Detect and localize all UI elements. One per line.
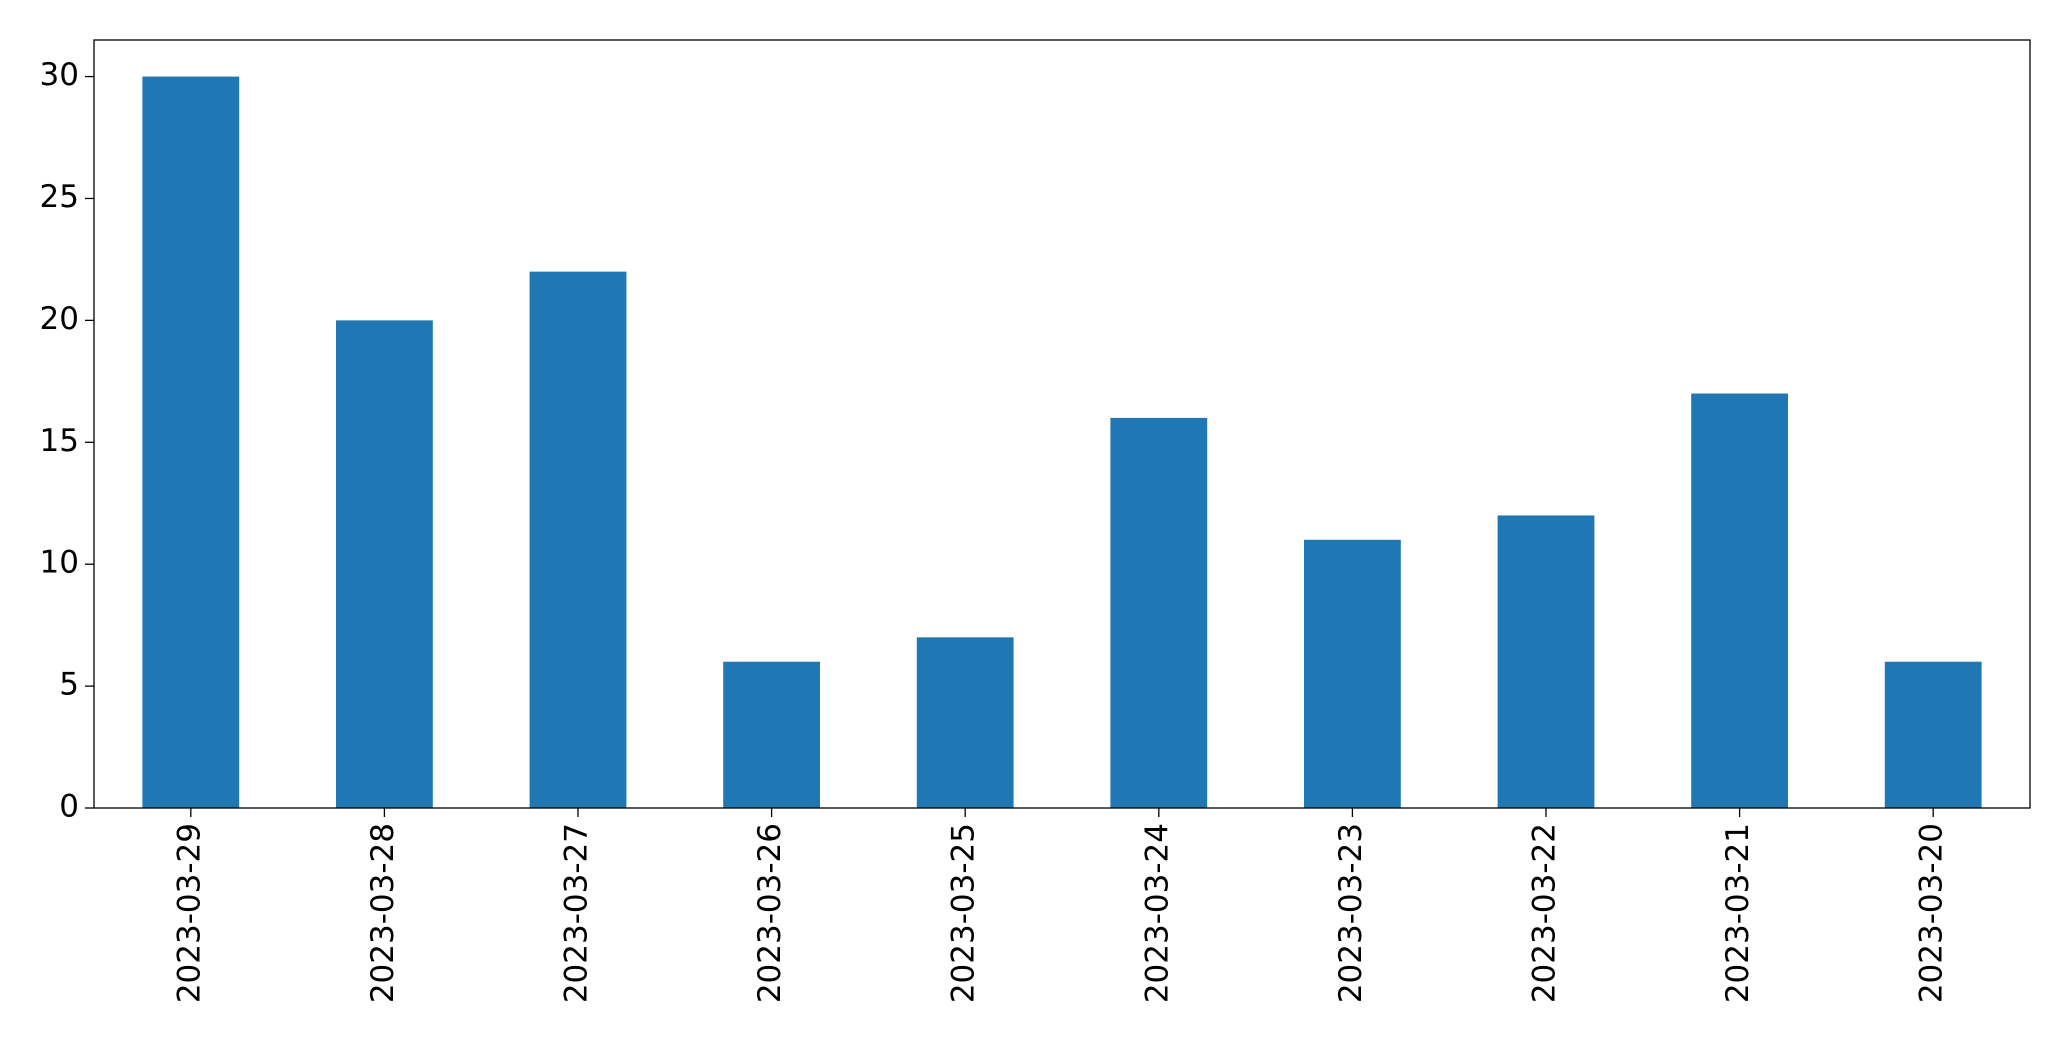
y-tick-label: 20 bbox=[40, 301, 79, 337]
x-tick-label: 2023-03-25 bbox=[946, 823, 982, 1003]
x-tick-label: 2023-03-28 bbox=[365, 823, 401, 1003]
plot-frame bbox=[93, 39, 2031, 809]
bar bbox=[1691, 393, 1788, 808]
bar bbox=[723, 661, 820, 808]
bar bbox=[1497, 515, 1595, 808]
x-tick-label: 2023-03-20 bbox=[1914, 823, 1950, 1003]
x-tick-label: 2023-03-29 bbox=[171, 823, 207, 1003]
x-tick-label: 2023-03-26 bbox=[752, 823, 788, 1003]
y-tick-label: 5 bbox=[59, 667, 79, 703]
bar bbox=[1304, 539, 1401, 808]
x-tick-label: 2023-03-24 bbox=[1139, 823, 1175, 1003]
bar bbox=[142, 76, 240, 809]
x-tick-label: 2023-03-21 bbox=[1720, 823, 1756, 1003]
y-tick-label: 25 bbox=[40, 179, 79, 215]
bar bbox=[336, 320, 433, 808]
bar bbox=[1884, 661, 1982, 808]
y-tick-label: 0 bbox=[59, 789, 79, 825]
bar bbox=[1110, 417, 1208, 808]
y-tick-label: 30 bbox=[40, 57, 79, 93]
bar bbox=[916, 637, 1014, 808]
x-tick-label: 2023-03-27 bbox=[559, 823, 595, 1003]
x-tick-label: 2023-03-23 bbox=[1333, 823, 1369, 1003]
bar bbox=[529, 271, 627, 809]
x-tick-label: 2023-03-22 bbox=[1527, 823, 1563, 1003]
y-tick-label: 10 bbox=[40, 545, 79, 581]
y-tick-label: 15 bbox=[40, 423, 79, 459]
